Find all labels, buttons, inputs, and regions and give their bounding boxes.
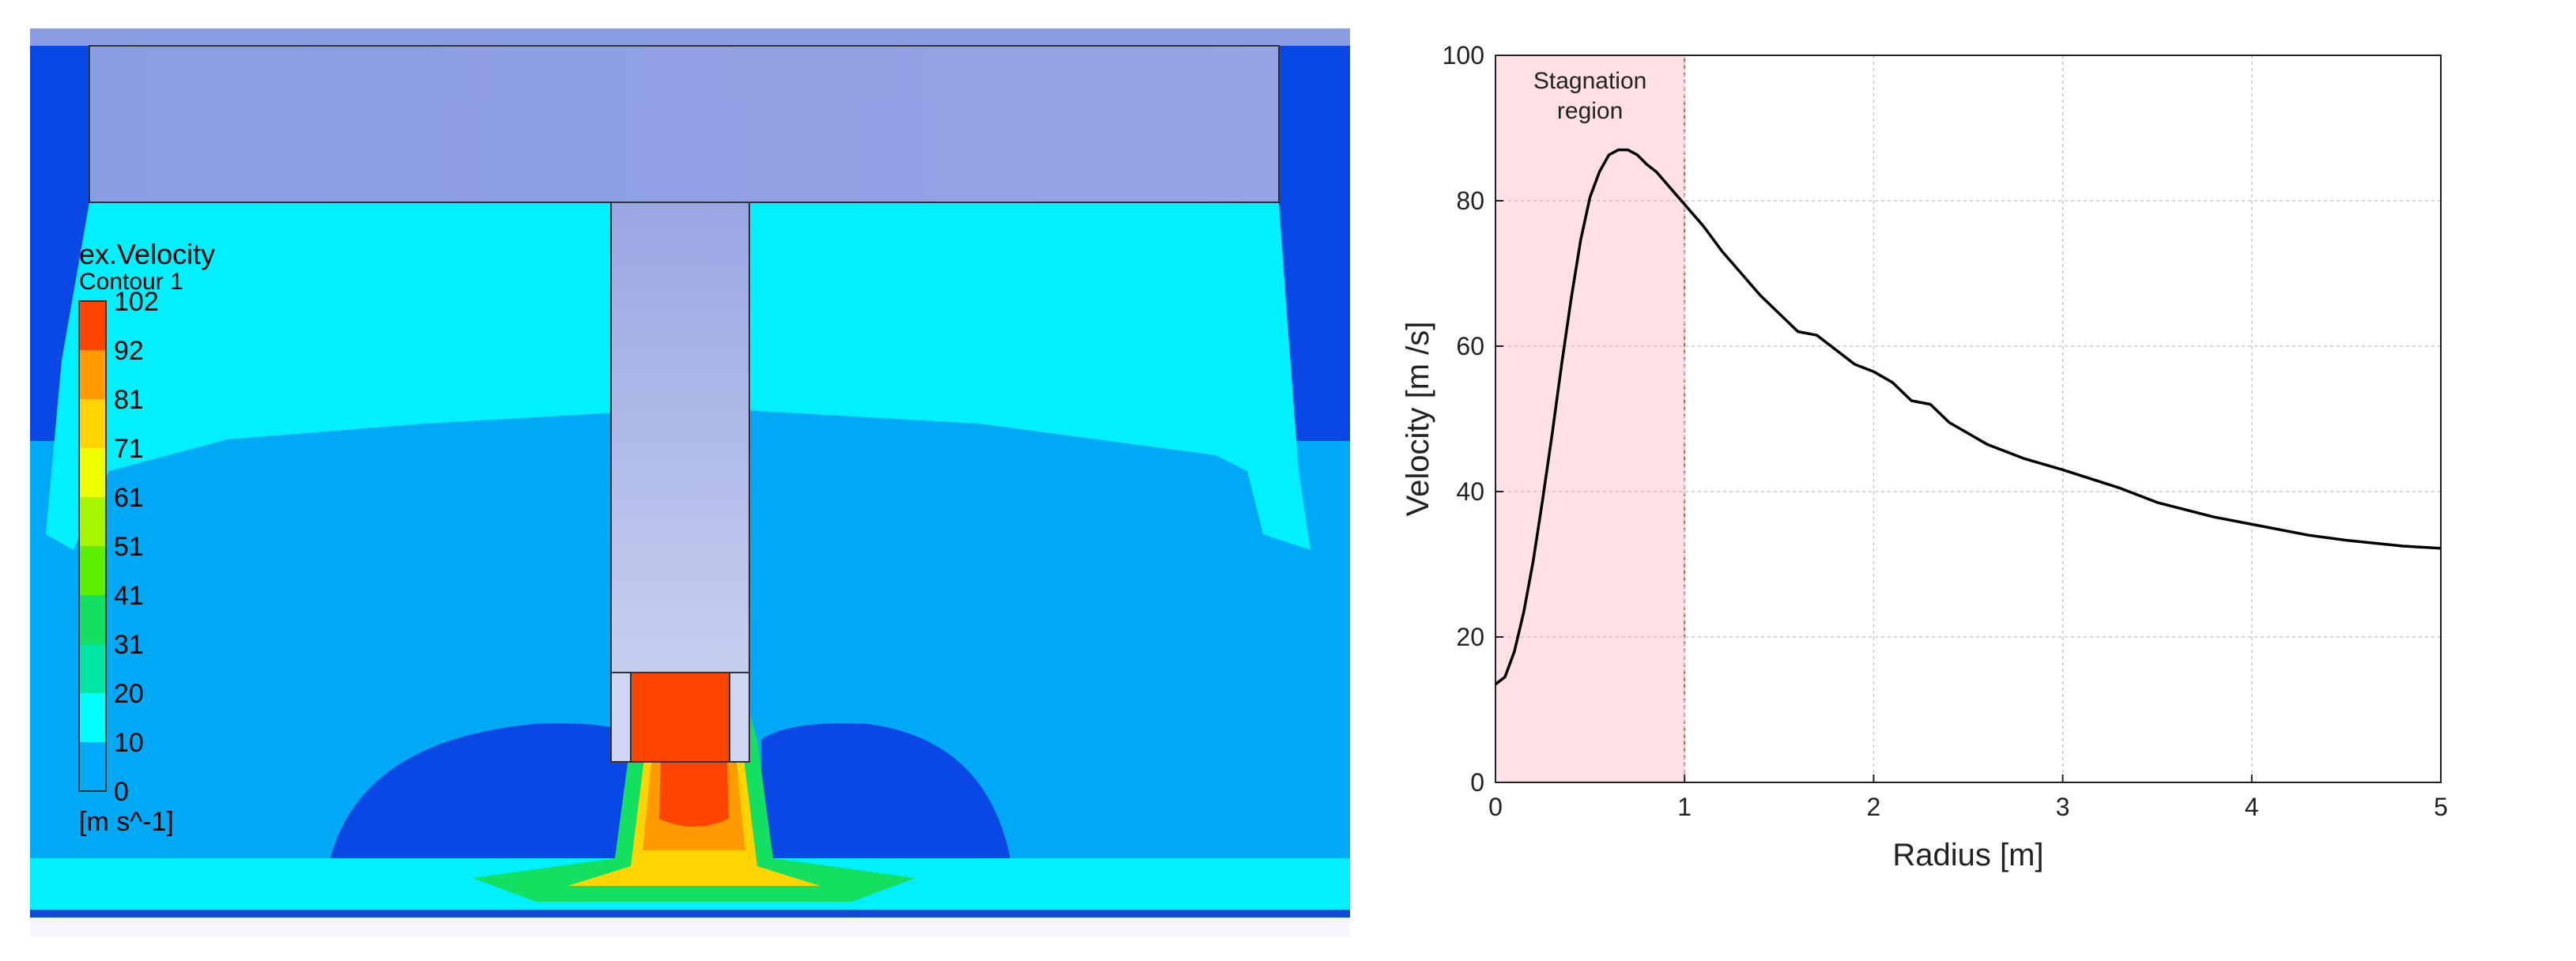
y-axis-label: Velocity [m /s] — [1401, 322, 1435, 517]
nozzle-lip-left — [610, 672, 632, 763]
legend-bar-frame — [78, 300, 107, 792]
top-plate — [89, 45, 1280, 203]
legend-color-band — [79, 742, 106, 791]
velocity-radius-chart: Stagnation region 0 1 2 3 4 5 0 20 40 60 80 100 Radius… — [1401, 41, 2448, 872]
nozzle-lip-right — [729, 672, 750, 763]
legend-color-band — [79, 595, 106, 644]
legend-level-label: 20 — [114, 679, 144, 709]
legend-level-label: 0 — [114, 777, 129, 807]
contour-legend: ex.Velocity Contour 1 102 92 81 71 61 51 41 31 2… — [78, 238, 215, 837]
region-label-line1: Stagnation — [1533, 68, 1646, 94]
x-tick-label: 2 — [1867, 793, 1881, 821]
legend-color-band — [79, 448, 106, 497]
y-tick-label: 20 — [1456, 623, 1484, 651]
legend-level-label: 71 — [114, 434, 144, 464]
legend-units: [m s^-1] — [79, 807, 174, 837]
y-tick-label: 100 — [1443, 41, 1484, 70]
y-tick-label: 80 — [1456, 187, 1484, 215]
x-tick-label: 5 — [2434, 793, 2448, 821]
legend-color-band — [79, 399, 106, 448]
region-label-line2: region — [1557, 98, 1623, 124]
legend-level-label: 51 — [114, 532, 144, 562]
top-edge-strip — [30, 28, 1350, 46]
legend-subtitle: Contour 1 — [79, 269, 183, 295]
plot-frame — [1495, 55, 2442, 783]
legend-color-band — [79, 546, 106, 595]
x-tick-label: 1 — [1677, 793, 1692, 821]
legend-color-band — [79, 301, 106, 350]
stagnation-region — [1495, 55, 1686, 783]
legend-level-label: 10 — [114, 728, 144, 758]
y-tick-label: 0 — [1470, 768, 1484, 797]
right-recirculation-dome — [761, 723, 1010, 858]
x-tick-label: 0 — [1488, 793, 1503, 821]
nozzle-cavity — [630, 672, 730, 763]
bottom-wall-line — [30, 910, 1350, 918]
y-tick-label: 40 — [1456, 477, 1484, 506]
legend-level-label: 61 — [114, 483, 144, 513]
legend-level-label: 102 — [114, 287, 159, 317]
legend-color-band — [79, 693, 106, 742]
bottom-white-strip — [30, 918, 1350, 937]
legend-color-band — [79, 644, 106, 693]
legend-level-label: 92 — [114, 336, 144, 366]
velocity-series-line — [1494, 148, 2442, 686]
x-tick-label: 4 — [2245, 793, 2259, 821]
legend-level-label: 31 — [114, 630, 144, 660]
x-axis-label: Radius [m] — [1892, 838, 2043, 872]
nozzle-tube — [610, 202, 750, 763]
legend-title: ex.Velocity — [79, 238, 215, 270]
left-recirculation-dome — [330, 723, 643, 858]
velocity-contour-plot: ex.Velocity Contour 1 102 92 81 71 61 51 41 31 2… — [30, 28, 1350, 937]
y-tick-label: 60 — [1456, 332, 1484, 360]
x-tick-label: 3 — [2056, 793, 2070, 821]
legend-level-label: 81 — [114, 385, 144, 415]
legend-color-band — [79, 350, 106, 399]
legend-color-band — [79, 497, 106, 546]
legend-level-label: 41 — [114, 581, 144, 611]
